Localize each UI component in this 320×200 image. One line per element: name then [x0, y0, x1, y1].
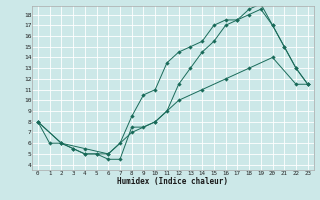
X-axis label: Humidex (Indice chaleur): Humidex (Indice chaleur) [117, 177, 228, 186]
